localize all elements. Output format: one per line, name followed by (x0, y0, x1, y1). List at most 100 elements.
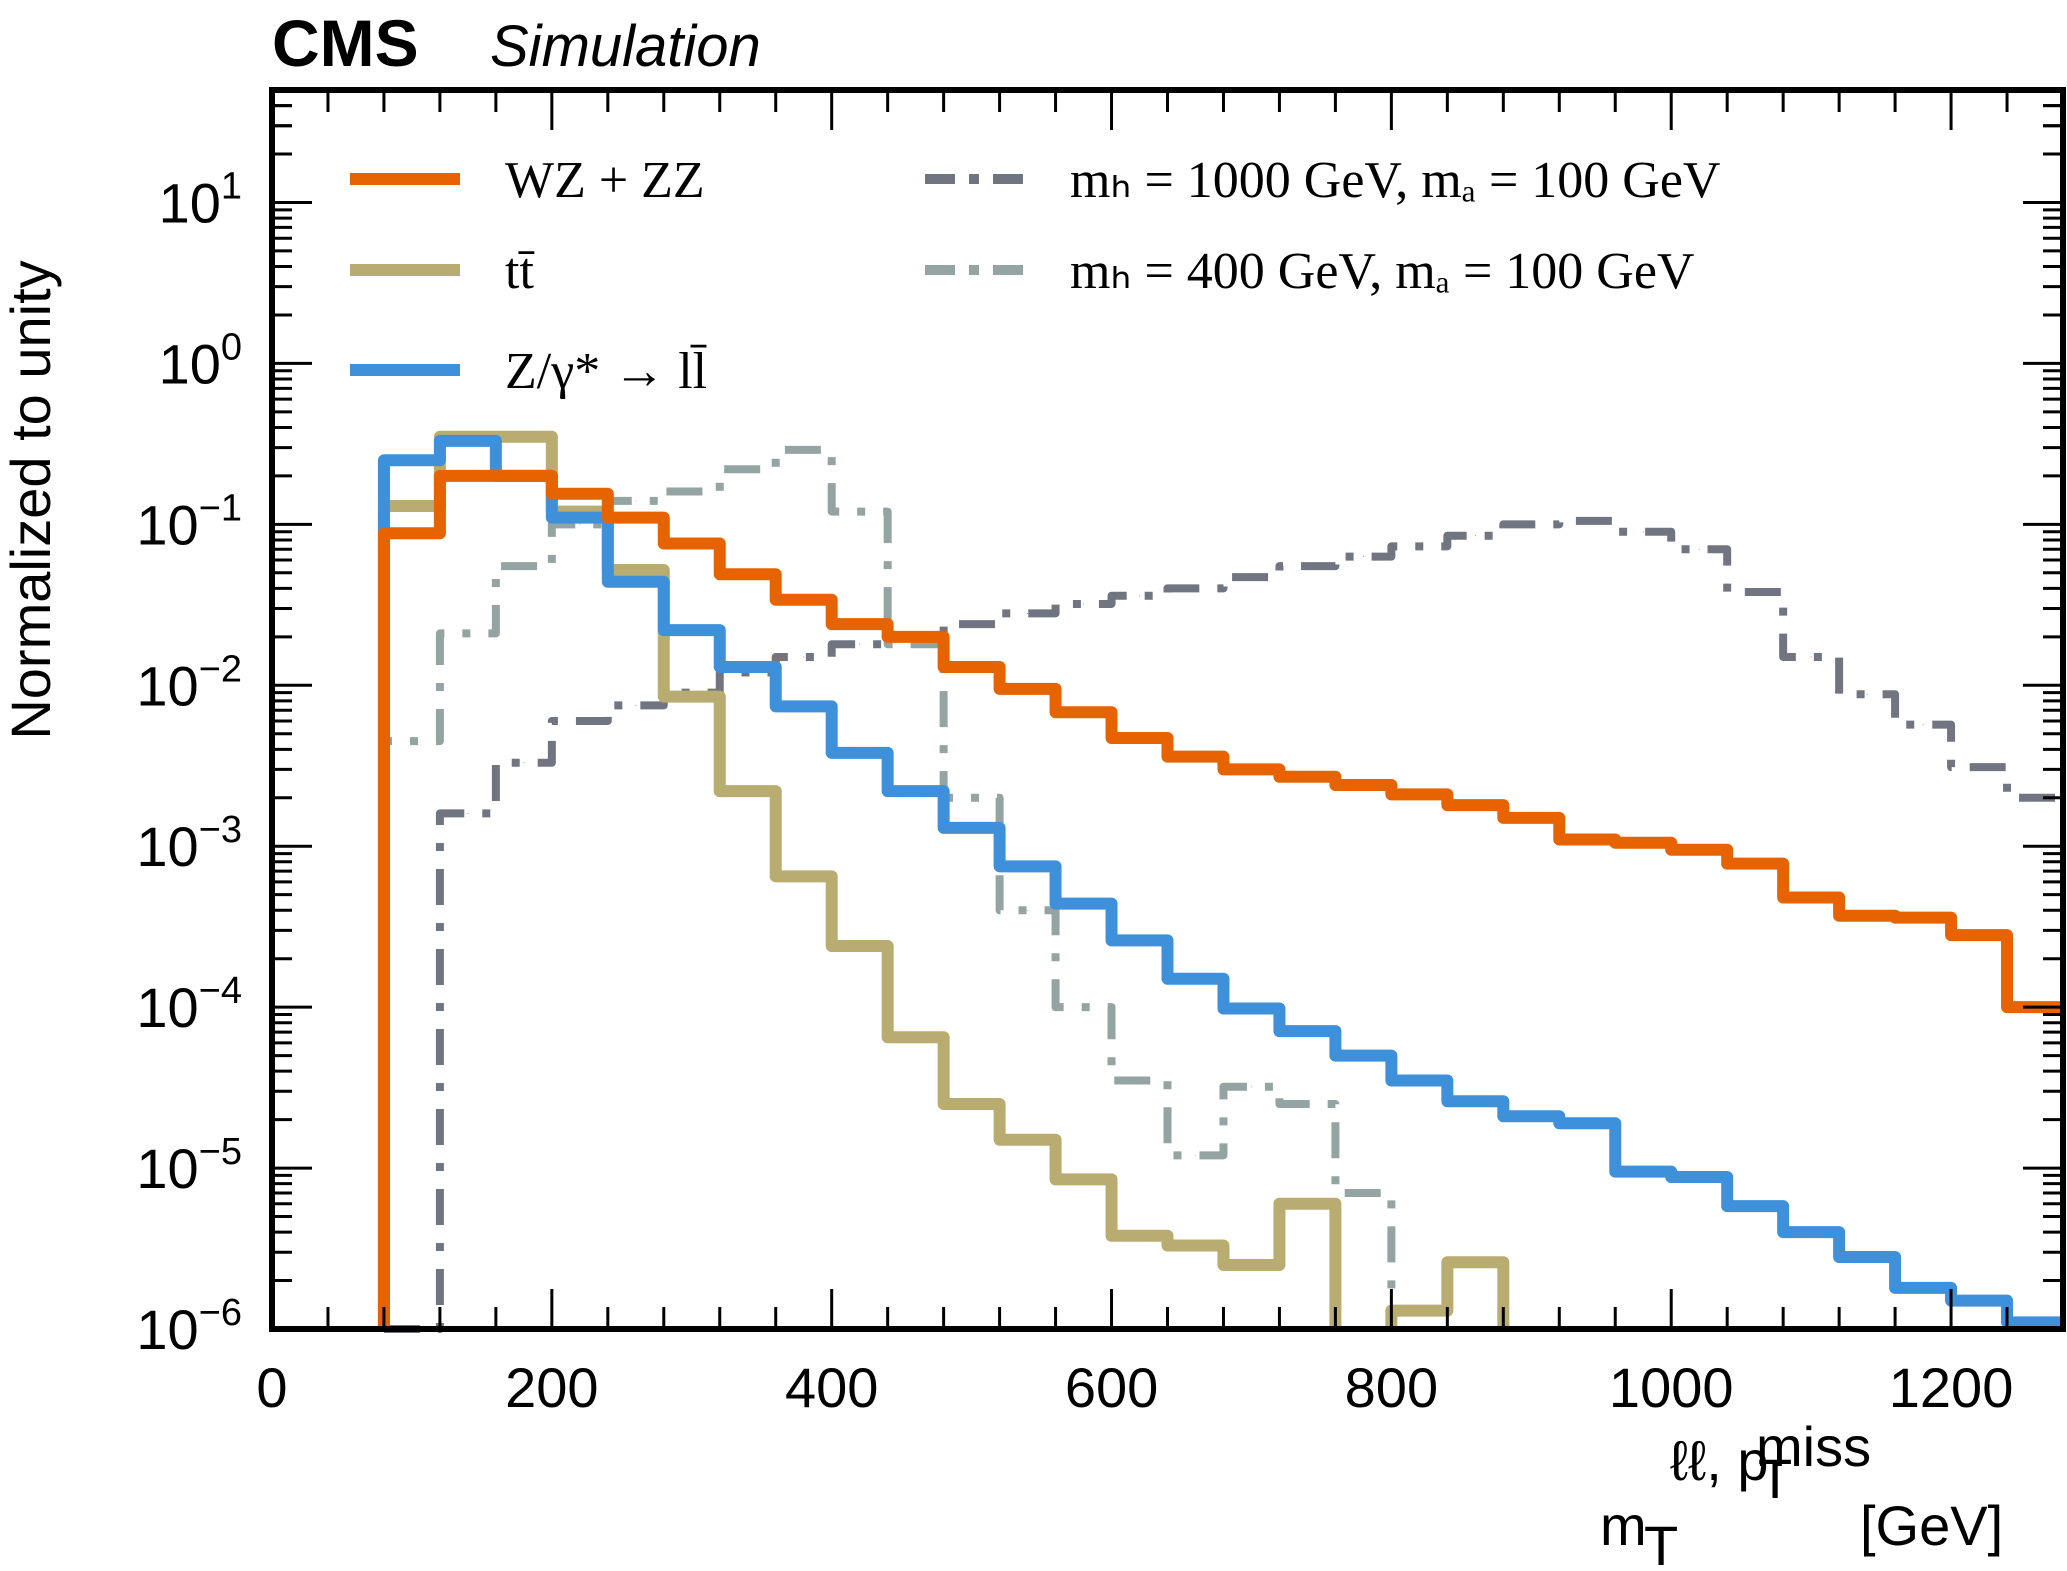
bin-point (1866, 1256, 1868, 1258)
bin-point (1306, 1030, 1308, 1032)
bin-point (1810, 1231, 1812, 1233)
bin-point (1866, 693, 1868, 695)
x-tick-label: 0 (256, 1356, 287, 1419)
bin-point (1139, 1235, 1141, 1237)
header: CMS Simulation (272, 6, 761, 80)
bin-point (803, 656, 805, 658)
bin-point (1474, 804, 1476, 806)
bin-point (915, 643, 917, 645)
bin-point (971, 623, 973, 625)
y-tick-label: 10−6 (136, 1292, 242, 1361)
bin-point (1754, 591, 1756, 593)
bin-point (1922, 1287, 1924, 1289)
legend-entry: mₕ = 400 GeV, mₐ = 100 GeV (925, 243, 1694, 300)
bin-point (579, 493, 581, 495)
bin-point (971, 666, 973, 668)
bin-point (1250, 768, 1252, 770)
bin-point (1194, 756, 1196, 758)
y-tick-label: 100 (159, 326, 242, 395)
x-axis-title-sup-miss: miss (1756, 1415, 1871, 1478)
plot-area (269, 87, 2066, 1333)
bin-point (1250, 1008, 1252, 1010)
bin-point (747, 790, 749, 792)
bin-point (1250, 576, 1252, 578)
series-wz-zz (377, 469, 2063, 1329)
bin-point (1586, 839, 1588, 841)
bin-point (411, 532, 413, 534)
legend-label: WZ + ZZ (505, 152, 705, 209)
bin-point (1642, 531, 1644, 533)
bin-point (1083, 903, 1085, 905)
x-tick-label: 600 (1065, 1356, 1158, 1419)
bin-point (523, 762, 525, 764)
bin-point (635, 569, 637, 571)
bin-point (803, 705, 805, 707)
bin-point (1083, 1178, 1085, 1180)
bin-point (523, 475, 525, 477)
series-layer (377, 430, 2063, 1333)
y-tick-labels: 10−6 10−5 10−4 10−3 10−2 10−1 100 101 (136, 165, 242, 1361)
bin-point (1027, 688, 1029, 690)
bin-point (2034, 1321, 2036, 1323)
bin-point (971, 827, 973, 829)
y-tick-label: 10−5 (136, 1131, 242, 1200)
bin-point (1474, 1100, 1476, 1102)
y-tick-label: 10−2 (136, 648, 242, 717)
x-axis-title: m T ℓℓ, p T miss [GeV] (1600, 1415, 2003, 1571)
bin-point (1810, 656, 1812, 658)
bin-point (1810, 897, 1812, 899)
y-tick-label: 10−1 (136, 487, 242, 556)
bin-point (579, 523, 581, 525)
bin-point (915, 1036, 917, 1038)
bin-point (691, 696, 693, 698)
bin-point (1362, 1192, 1364, 1194)
bin-point (1754, 863, 1756, 865)
legend-entry: tt̄ (350, 243, 534, 300)
x-tick-label: 800 (1345, 1356, 1438, 1419)
histogram-line (377, 434, 2063, 1329)
bin-point (1306, 1203, 1308, 1205)
bin-point (635, 500, 637, 502)
bin-point (1194, 978, 1196, 980)
y-axis-title: Normalized to unity (0, 260, 62, 739)
bin-point (747, 573, 749, 575)
bin-point (635, 704, 637, 706)
y-tick-label: 101 (159, 165, 242, 234)
bin-point (579, 517, 581, 519)
bin-point (1250, 1264, 1252, 1266)
x-axis-title-sup-T: T (1758, 1447, 1792, 1510)
bin-point (411, 740, 413, 742)
bin-point (1194, 587, 1196, 589)
bin-point (467, 812, 469, 814)
bin-point (859, 511, 861, 513)
bin-point (1306, 565, 1308, 567)
bin-point (467, 440, 469, 442)
histogram-line (377, 430, 1510, 1329)
bin-point (691, 490, 693, 492)
bin-point (523, 436, 525, 438)
bin-point (1194, 1154, 1196, 1156)
bin-point (971, 1103, 973, 1105)
series-z-ll- (377, 434, 2063, 1329)
bin-point (1642, 842, 1644, 844)
bin-point (1250, 1086, 1252, 1088)
bin-point (1866, 915, 1868, 917)
bin-point (1083, 603, 1085, 605)
bin-point (1530, 523, 1532, 525)
bin-point (1362, 784, 1364, 786)
bin-point (1922, 917, 1924, 919)
bin-point (859, 945, 861, 947)
legend-entry: WZ + ZZ (350, 152, 705, 209)
bin-point (1530, 817, 1532, 819)
bin-point (691, 543, 693, 545)
bin-point (1474, 535, 1476, 537)
plot-frame (269, 87, 2066, 1332)
bin-point (523, 565, 525, 567)
bin-point (1754, 1205, 1756, 1207)
histogram-line (379, 445, 1396, 1329)
bin-point (1139, 737, 1141, 739)
histogram-line (383, 516, 2063, 1333)
x-axis-title-m: m (1600, 1494, 1647, 1557)
x-tick-label: 400 (785, 1356, 878, 1419)
